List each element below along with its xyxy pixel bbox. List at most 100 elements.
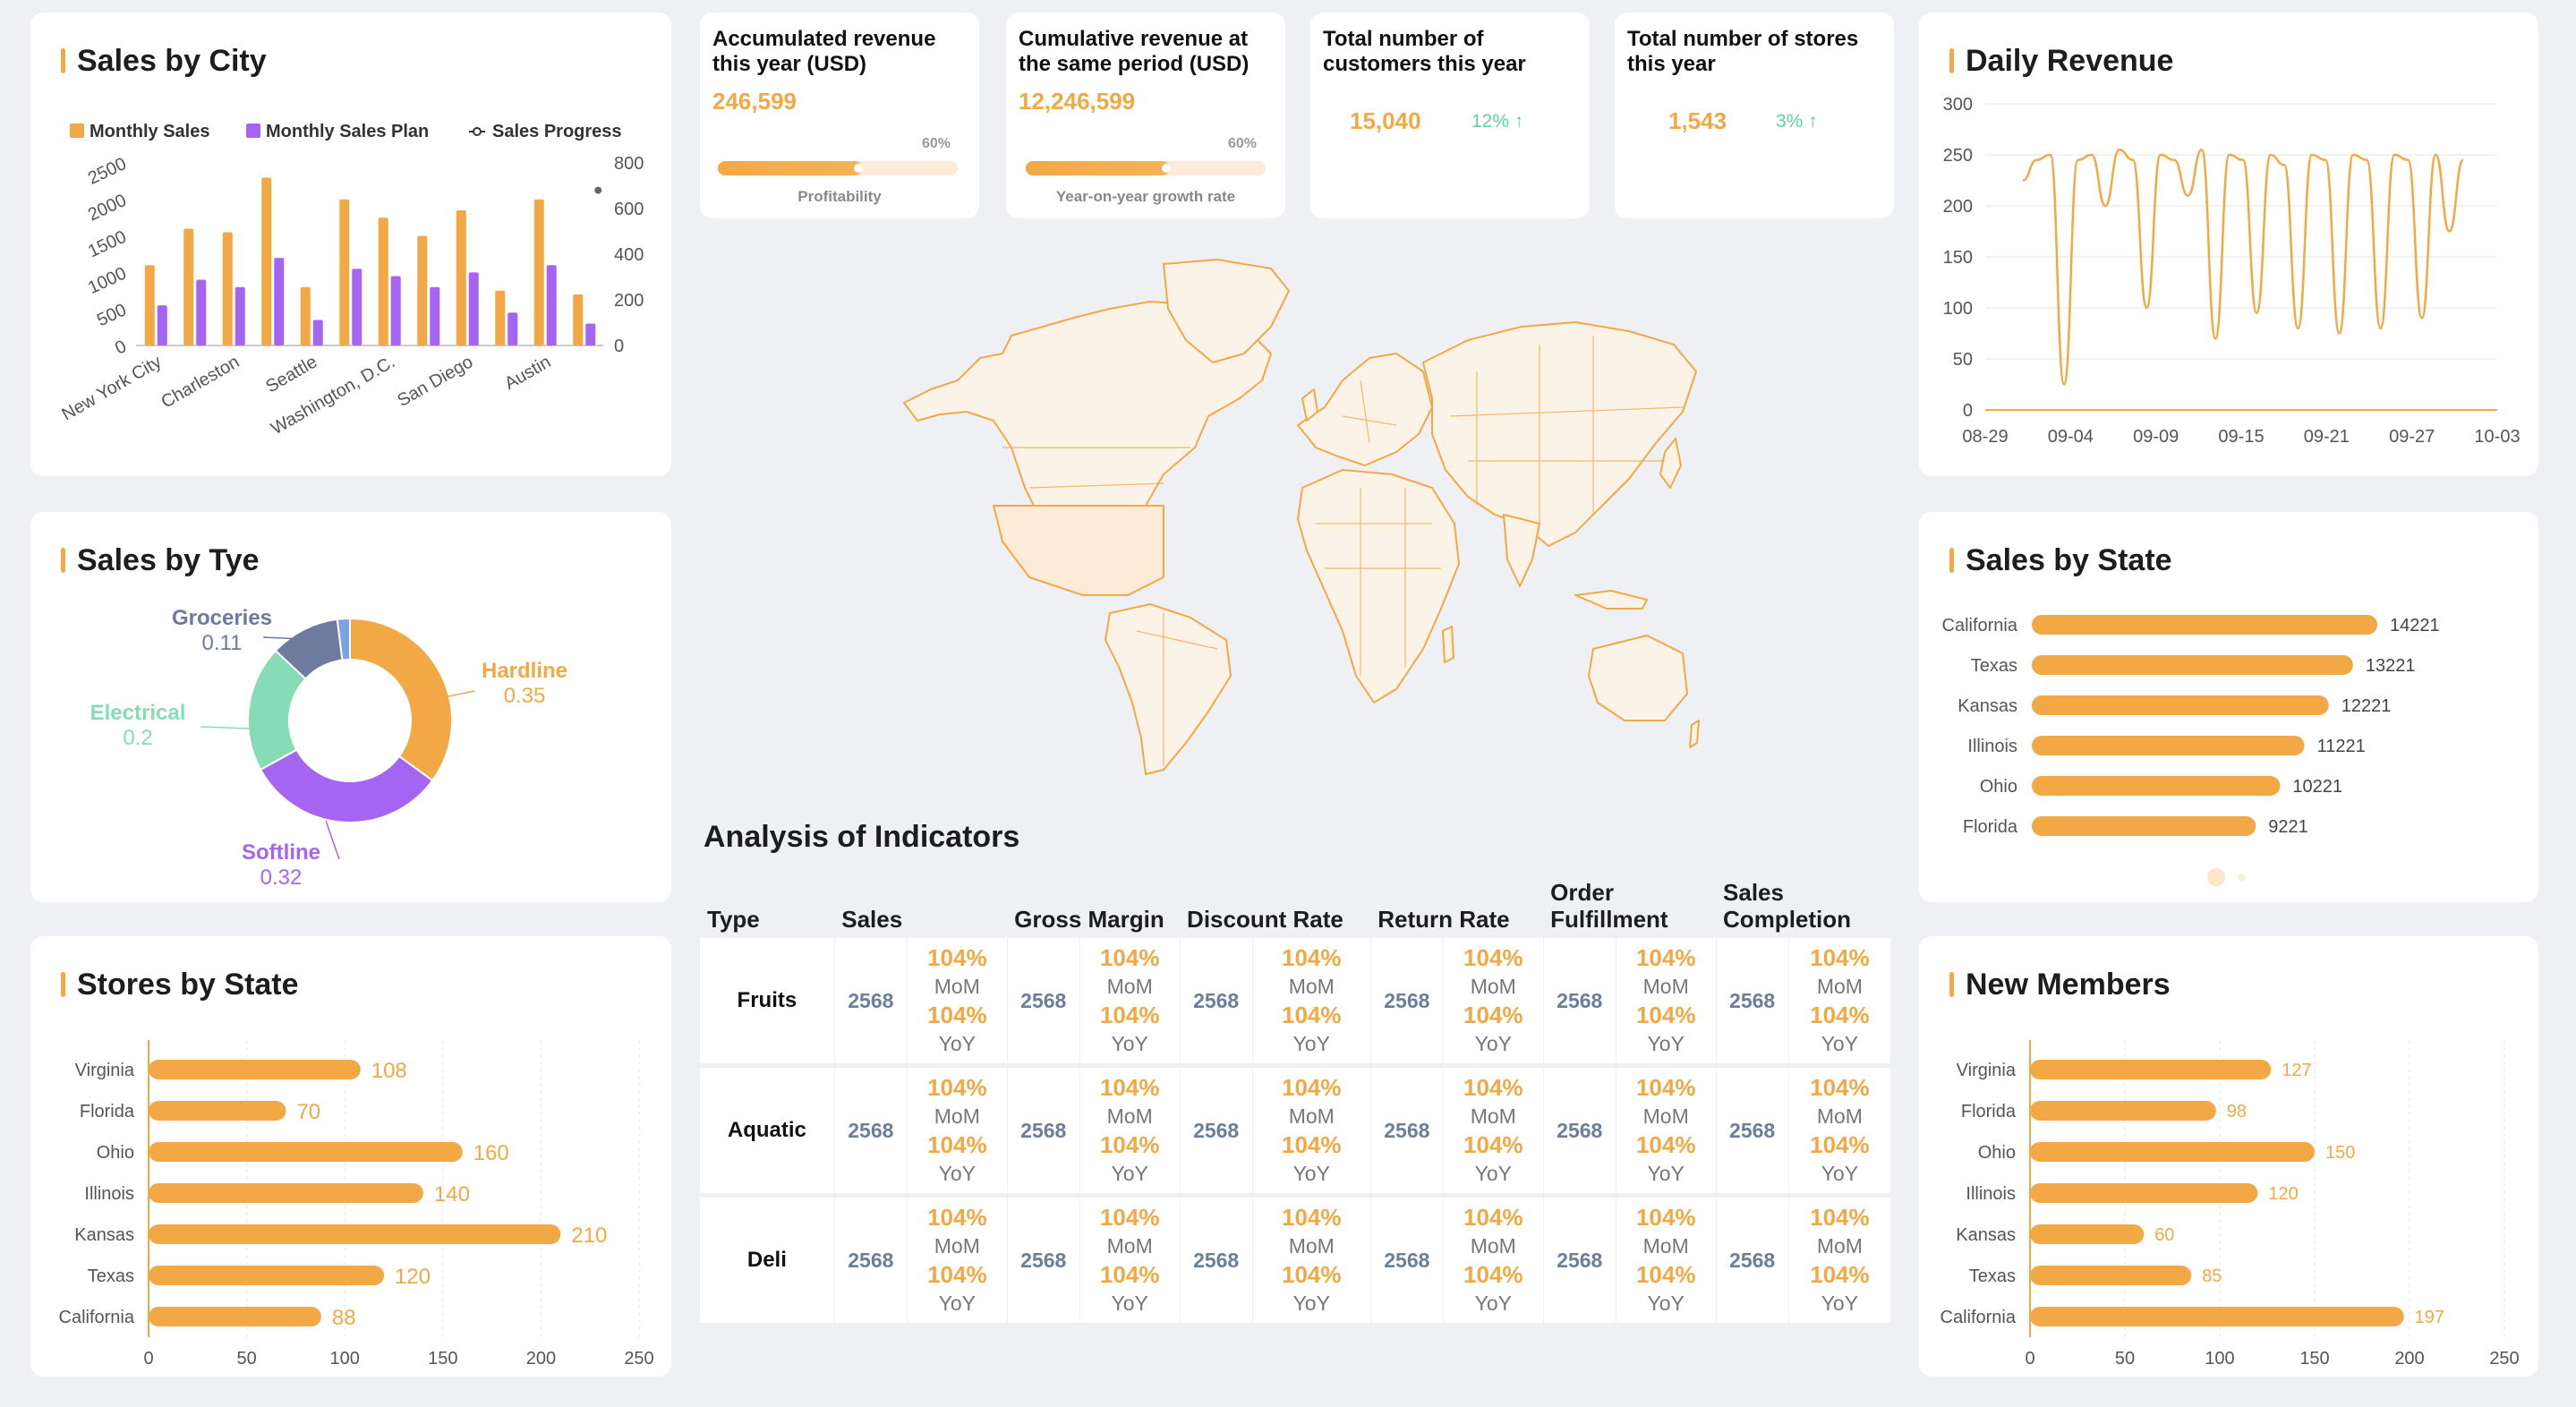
carousel-dot-active[interactable] bbox=[2207, 868, 2225, 886]
header-order-fulfillment: Order Fulfillment bbox=[1550, 879, 1668, 933]
bar-monthly-sales bbox=[495, 290, 506, 345]
yoy-percent: 104% bbox=[927, 1261, 987, 1288]
card-title: Sales by State bbox=[1949, 542, 2172, 578]
legend-label-progress: Sales Progress bbox=[492, 122, 622, 141]
metric-value: 2568 bbox=[1715, 1065, 1789, 1198]
card-title: New Members bbox=[1949, 967, 2171, 1002]
metric-comparison: 104% MoM 104% YoY bbox=[1787, 1065, 1890, 1198]
map-madagascar bbox=[1442, 626, 1454, 663]
mom-label: MoM bbox=[1106, 975, 1153, 998]
map-greenland bbox=[1163, 259, 1290, 363]
yoy-label: YoY bbox=[1647, 1292, 1685, 1315]
bar-value-label: 12221 bbox=[2341, 696, 2392, 716]
kpi-value: 246,599 bbox=[712, 88, 797, 115]
progress-fill bbox=[1026, 161, 1170, 175]
bar-monthly-sales-plan bbox=[508, 312, 518, 345]
mom-label: MoM bbox=[1816, 1104, 1863, 1128]
map-australia bbox=[1588, 635, 1688, 721]
category-label: Kansas bbox=[74, 1225, 134, 1245]
bar bbox=[2032, 736, 2305, 755]
sales-by-type-card: Sales by Tye Hardline 0.35 Softline 0.32 Ele… bbox=[30, 512, 671, 902]
category-label: Illinois bbox=[1966, 1184, 2016, 1204]
x-tick-label: 09-21 bbox=[2304, 427, 2350, 447]
kpi-title: Total number of stores this year bbox=[1627, 27, 1859, 76]
yoy-percent: 104% bbox=[1099, 1131, 1160, 1158]
mom-label: MoM bbox=[934, 1234, 980, 1258]
category-label: Ohio bbox=[97, 1143, 134, 1163]
indicator-row: Fruits 2568 104% MoM 104% YoY 2568 104% MoM 104% Y… bbox=[700, 938, 1890, 1068]
mom-label: MoM bbox=[1288, 1104, 1335, 1128]
mom-label: MoM bbox=[1106, 1104, 1153, 1128]
metric-value: 2568 bbox=[833, 1195, 908, 1327]
kpi-title: Total number of customers this year bbox=[1323, 27, 1526, 76]
row-type: Fruits bbox=[700, 938, 835, 1068]
bar-value-label: 9221 bbox=[2268, 817, 2308, 837]
bar-value-label: 210 bbox=[571, 1224, 607, 1248]
yoy-percent: 104% bbox=[1810, 1131, 1870, 1158]
bar bbox=[2032, 695, 2329, 715]
x-tick-label: 09-04 bbox=[2048, 427, 2094, 447]
indicators-title: Analysis of Indicators bbox=[704, 820, 1020, 854]
bar-monthly-sales-plan bbox=[430, 286, 440, 345]
progress-knob bbox=[854, 164, 863, 173]
category-label: Ohio bbox=[1980, 777, 2017, 797]
bar-monthly-sales-plan bbox=[546, 265, 557, 345]
metric-comparison: 104% MoM 104% YoY bbox=[1787, 1195, 1890, 1327]
revenue-line bbox=[2022, 149, 2465, 386]
card-title: Sales by City bbox=[61, 43, 267, 79]
bar bbox=[149, 1183, 423, 1203]
pie-value-groceries: 0.11 bbox=[202, 631, 243, 655]
y-tick-label: 250 bbox=[1943, 146, 1973, 166]
bar-monthly-sales bbox=[573, 294, 584, 345]
y-tick-label-right: 600 bbox=[614, 200, 644, 219]
metric-comparison: 104% MoM 104% YoY bbox=[1079, 1065, 1181, 1198]
map-borders bbox=[1002, 336, 1684, 765]
kpi-value: 1,543 bbox=[1668, 107, 1727, 134]
yoy-label: YoY bbox=[938, 1162, 976, 1185]
y-tick-label: 100 bbox=[1943, 299, 1973, 319]
sales-by-state-chart: California 14221 Texas 13221 Kansas 12221 Illi… bbox=[1942, 615, 2440, 837]
world-map[interactable] bbox=[895, 255, 1701, 783]
kpi-growth: 12% ↑ bbox=[1471, 111, 1524, 132]
mom-percent: 104% bbox=[1635, 1204, 1696, 1231]
y-tick-label: 200 bbox=[1943, 197, 1973, 217]
x-tick-label: 150 bbox=[2299, 1349, 2329, 1369]
pie-slice-other bbox=[336, 617, 351, 661]
yoy-percent: 104% bbox=[927, 1131, 987, 1158]
category-label: Texas bbox=[1971, 656, 2017, 676]
metric-value: 2568 bbox=[1006, 1065, 1080, 1198]
metric-comparison: 104% MoM 104% YoY bbox=[1079, 1195, 1181, 1327]
y-tick-label: 150 bbox=[1943, 248, 1973, 268]
kpi-title: Accumulated revenue this year (USD) bbox=[712, 27, 936, 76]
title-accent bbox=[1949, 48, 1954, 73]
map-new-zealand bbox=[1689, 720, 1700, 748]
yoy-percent: 104% bbox=[1282, 1261, 1342, 1288]
mom-label: MoM bbox=[1106, 1234, 1153, 1258]
bar-value-label: 120 bbox=[2268, 1184, 2298, 1204]
mom-percent: 104% bbox=[1463, 1074, 1523, 1101]
x-tick-label: Charleston bbox=[158, 352, 243, 412]
bar-monthly-sales bbox=[183, 228, 194, 345]
kpi-cumulative-revenue: Cumulative revenue at the same period (U… bbox=[1006, 13, 1285, 218]
pie-label-electrical: Electrical bbox=[90, 701, 186, 725]
sales-by-city-card: Sales by City Monthly Sales Monthly Sales… bbox=[30, 13, 671, 476]
map-africa bbox=[1297, 469, 1460, 704]
carousel-dot[interactable] bbox=[2238, 874, 2246, 882]
x-tick-label: San Diego bbox=[394, 352, 476, 411]
bar-monthly-sales bbox=[417, 235, 428, 345]
kpi-percent: 60% bbox=[1227, 136, 1257, 151]
metric-value: 2568 bbox=[833, 1065, 908, 1198]
bar bbox=[2032, 776, 2281, 796]
header-sales: Sales bbox=[841, 906, 903, 933]
category-label: Ohio bbox=[1978, 1143, 2016, 1163]
map-japan bbox=[1659, 438, 1682, 489]
bar-value-label: 140 bbox=[434, 1182, 470, 1207]
y-tick-label-right: 800 bbox=[614, 154, 644, 174]
x-tick-label: 250 bbox=[2489, 1349, 2519, 1369]
map-uk bbox=[1301, 388, 1318, 422]
metric-value: 2568 bbox=[833, 938, 908, 1068]
yoy-label: YoY bbox=[1647, 1032, 1685, 1055]
category-label: Florida bbox=[80, 1102, 135, 1121]
sales-by-state-card: Sales by State California 14221 Texas 13221… bbox=[1919, 512, 2538, 902]
legend-marker-progress bbox=[473, 127, 482, 136]
